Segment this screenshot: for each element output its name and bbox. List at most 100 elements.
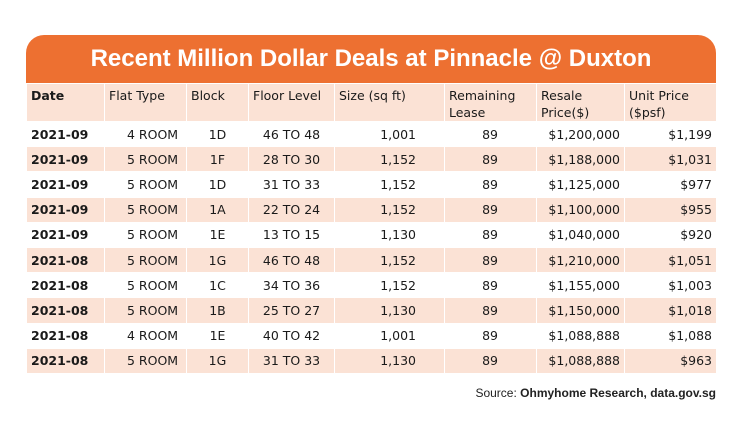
floor-level-cell: 28 TO 30 xyxy=(248,146,335,173)
unit-price-cell: $963 xyxy=(624,347,717,374)
size-cell: 1,001 xyxy=(334,322,445,349)
table-row: 2021-08 5 ROOM 1C 34 TO 36 1,152 89 $1,155,000… xyxy=(26,272,717,299)
size-cell: 1,130 xyxy=(334,297,445,324)
resale-price-cell: $1,088,888 xyxy=(536,322,625,349)
column-header-floor-level: Floor Level xyxy=(248,83,335,122)
floor-level-cell: 31 TO 33 xyxy=(248,171,335,198)
flat-type-cell: 5 ROOM xyxy=(104,146,187,173)
flat-type-cell: 5 ROOM xyxy=(104,272,187,299)
header-row: Date Flat Type Block Floor Level Size (s… xyxy=(26,83,717,122)
block-cell: 1D xyxy=(186,120,249,148)
floor-level-cell: 40 TO 42 xyxy=(248,322,335,349)
table-row: 2021-09 5 ROOM 1E 13 TO 15 1,130 89 $1,040,000… xyxy=(26,221,717,248)
remaining-lease-cell: 89 xyxy=(444,221,537,248)
resale-price-cell: $1,200,000 xyxy=(536,120,625,148)
unit-price-cell: $1,018 xyxy=(624,297,717,324)
source-note: Source: Ohmyhome Research, data.gov.sg xyxy=(475,386,716,400)
unit-price-cell: $920 xyxy=(624,221,717,248)
size-cell: 1,152 xyxy=(334,146,445,173)
size-cell: 1,130 xyxy=(334,347,445,374)
size-cell: 1,130 xyxy=(334,221,445,248)
floor-level-cell: 31 TO 33 xyxy=(248,347,335,374)
title-banner: Recent Million Dollar Deals at Pinnacle … xyxy=(26,35,716,83)
resale-price-cell: $1,210,000 xyxy=(536,246,625,274)
block-cell: 1B xyxy=(186,297,249,324)
date-cell: 2021-08 xyxy=(26,347,105,374)
column-header-date: Date xyxy=(26,83,105,122)
floor-level-cell: 46 TO 48 xyxy=(248,120,335,148)
column-header-block: Block xyxy=(186,83,249,122)
floor-level-cell: 46 TO 48 xyxy=(248,246,335,274)
table-row: 2021-09 5 ROOM 1F 28 TO 30 1,152 89 $1,188,000… xyxy=(26,146,717,173)
flat-type-cell: 5 ROOM xyxy=(104,221,187,248)
unit-price-cell: $955 xyxy=(624,196,717,223)
block-cell: 1E xyxy=(186,322,249,349)
column-header-resale-price: Resale Price($) xyxy=(536,83,625,122)
floor-level-cell: 13 TO 15 xyxy=(248,221,335,248)
flat-type-cell: 5 ROOM xyxy=(104,171,187,198)
remaining-lease-cell: 89 xyxy=(444,246,537,274)
deals-table: Date Flat Type Block Floor Level Size (s… xyxy=(26,83,717,374)
column-header-size: Size (sq ft) xyxy=(334,83,445,122)
remaining-lease-cell: 89 xyxy=(444,146,537,173)
remaining-lease-cell: 89 xyxy=(444,322,537,349)
table-row: 2021-09 4 ROOM 1D 46 TO 48 1,001 89 $1,200,000… xyxy=(26,120,717,148)
flat-type-cell: 5 ROOM xyxy=(104,347,187,374)
remaining-lease-cell: 89 xyxy=(444,171,537,198)
resale-price-cell: $1,040,000 xyxy=(536,221,625,248)
unit-price-cell: $1,199 xyxy=(624,120,717,148)
date-cell: 2021-08 xyxy=(26,322,105,349)
table-row: 2021-09 5 ROOM 1A 22 TO 24 1,152 89 $1,100,000… xyxy=(26,196,717,223)
source-prefix: Source: xyxy=(475,386,521,400)
unit-price-cell: $1,051 xyxy=(624,246,717,274)
block-cell: 1G xyxy=(186,347,249,374)
remaining-lease-cell: 89 xyxy=(444,347,537,374)
unit-price-cell: $1,003 xyxy=(624,272,717,299)
table-row: 2021-08 5 ROOM 1G 46 TO 48 1,152 89 $1,210,000… xyxy=(26,246,717,274)
floor-level-cell: 22 TO 24 xyxy=(248,196,335,223)
size-cell: 1,152 xyxy=(334,196,445,223)
date-cell: 2021-09 xyxy=(26,171,105,198)
remaining-lease-cell: 89 xyxy=(444,120,537,148)
resale-price-cell: $1,100,000 xyxy=(536,196,625,223)
date-cell: 2021-09 xyxy=(26,196,105,223)
flat-type-cell: 4 ROOM xyxy=(104,322,187,349)
size-cell: 1,152 xyxy=(334,171,445,198)
table-row: 2021-09 5 ROOM 1D 31 TO 33 1,152 89 $1,125,000… xyxy=(26,171,717,198)
flat-type-cell: 5 ROOM xyxy=(104,297,187,324)
remaining-lease-cell: 89 xyxy=(444,196,537,223)
column-header-flat-type: Flat Type xyxy=(104,83,187,122)
table-row: 2021-08 4 ROOM 1E 40 TO 42 1,001 89 $1,088,888… xyxy=(26,322,717,349)
block-cell: 1A xyxy=(186,196,249,223)
size-cell: 1,152 xyxy=(334,272,445,299)
block-cell: 1F xyxy=(186,146,249,173)
column-header-remaining-lease: Remaining Lease xyxy=(444,83,537,122)
date-cell: 2021-09 xyxy=(26,146,105,173)
unit-price-cell: $977 xyxy=(624,171,717,198)
resale-price-cell: $1,088,888 xyxy=(536,347,625,374)
block-cell: 1E xyxy=(186,221,249,248)
table-row: 2021-08 5 ROOM 1B 25 TO 27 1,130 89 $1,150,000… xyxy=(26,297,717,324)
date-cell: 2021-08 xyxy=(26,272,105,299)
date-cell: 2021-09 xyxy=(26,221,105,248)
source-text: Ohmyhome Research, data.gov.sg xyxy=(520,386,716,400)
column-header-unit-price: Unit Price ($psf) xyxy=(624,83,717,122)
page-title: Recent Million Dollar Deals at Pinnacle … xyxy=(90,45,652,72)
date-cell: 2021-08 xyxy=(26,246,105,274)
deals-card: Recent Million Dollar Deals at Pinnacle … xyxy=(26,35,717,374)
unit-price-cell: $1,088 xyxy=(624,322,717,349)
remaining-lease-cell: 89 xyxy=(444,297,537,324)
size-cell: 1,001 xyxy=(334,120,445,148)
floor-level-cell: 25 TO 27 xyxy=(248,297,335,324)
resale-price-cell: $1,188,000 xyxy=(536,146,625,173)
flat-type-cell: 5 ROOM xyxy=(104,246,187,274)
resale-price-cell: $1,150,000 xyxy=(536,297,625,324)
floor-level-cell: 34 TO 36 xyxy=(248,272,335,299)
resale-price-cell: $1,125,000 xyxy=(536,171,625,198)
resale-price-cell: $1,155,000 xyxy=(536,272,625,299)
date-cell: 2021-08 xyxy=(26,297,105,324)
flat-type-cell: 4 ROOM xyxy=(104,120,187,148)
remaining-lease-cell: 89 xyxy=(444,272,537,299)
table-row: 2021-08 5 ROOM 1G 31 TO 33 1,130 89 $1,088,888… xyxy=(26,347,717,374)
size-cell: 1,152 xyxy=(334,246,445,274)
